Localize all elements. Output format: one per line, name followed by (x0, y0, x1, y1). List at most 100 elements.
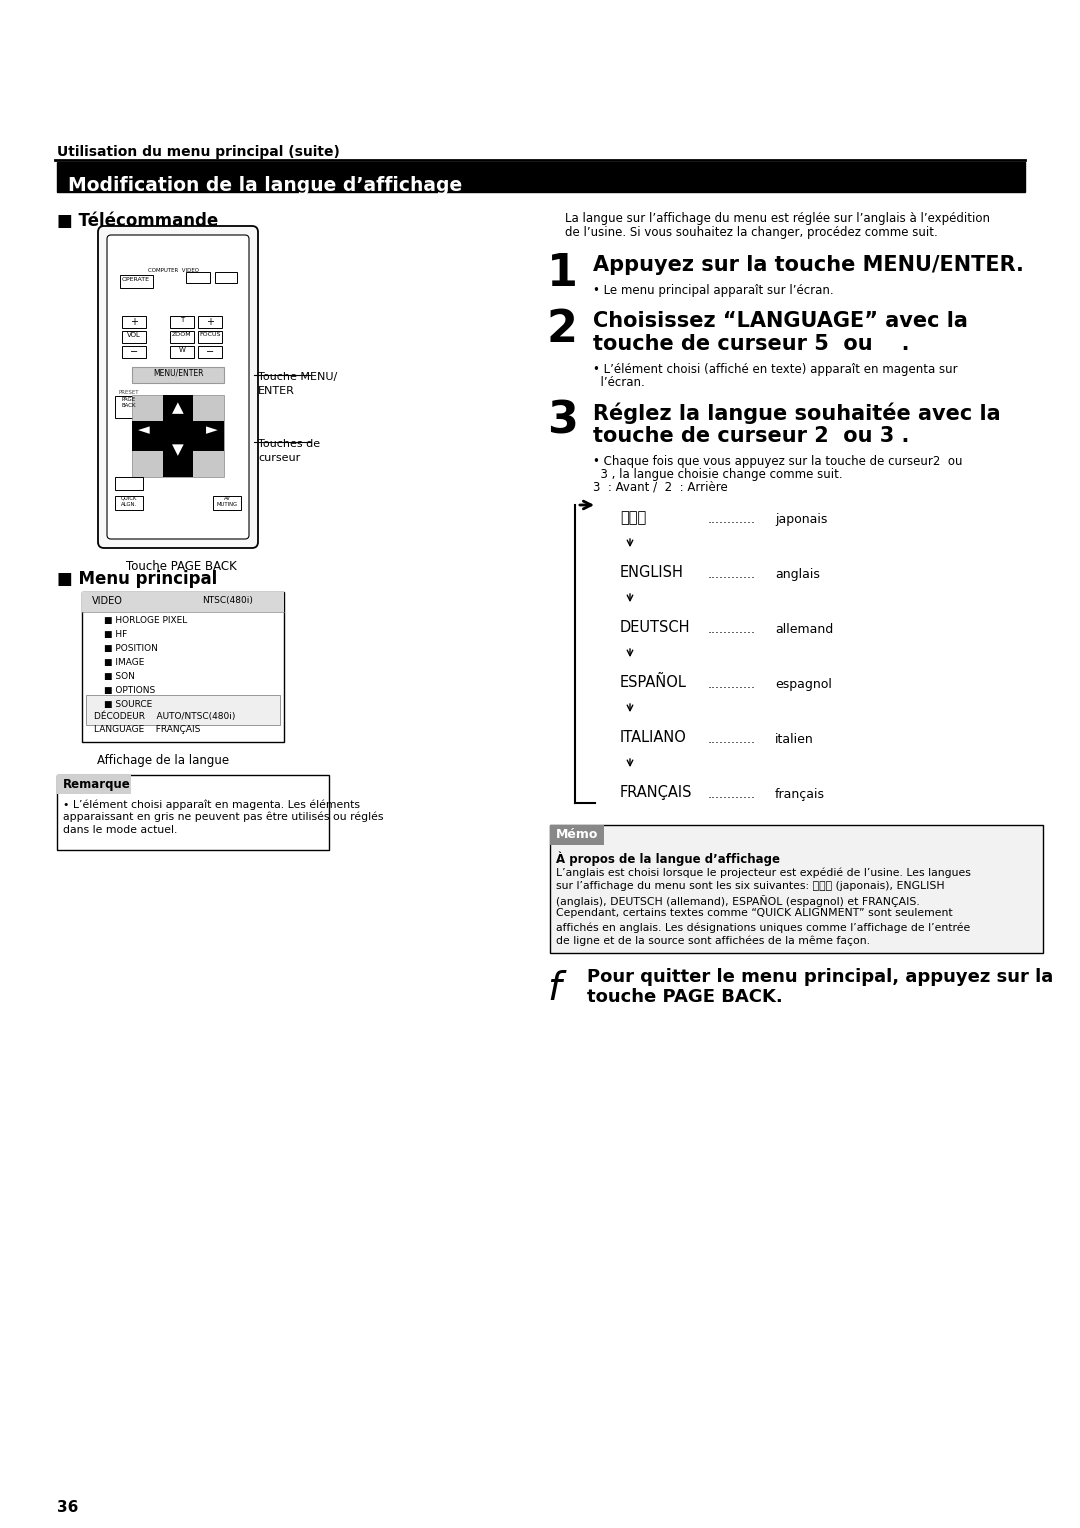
Text: Choisissez “LANGUAGE” avec la: Choisissez “LANGUAGE” avec la (593, 312, 968, 332)
Text: ............: ............ (708, 513, 756, 526)
Text: ............: ............ (708, 623, 756, 636)
Text: italien: italien (775, 733, 813, 746)
Text: ◄: ◄ (138, 422, 150, 437)
Text: ■ Menu principal: ■ Menu principal (57, 570, 217, 588)
Text: ■ SON: ■ SON (104, 672, 135, 681)
Text: Cependant, certains textes comme “QUICK ALIGNMENT” sont seulement: Cependant, certains textes comme “QUICK … (556, 909, 953, 918)
Text: ■ OPTIONS: ■ OPTIONS (104, 686, 156, 695)
Text: DÉCODEUR    AUTO/NTSC(480i): DÉCODEUR AUTO/NTSC(480i) (94, 712, 235, 721)
Text: ............: ............ (708, 788, 756, 801)
Text: Appuyez sur la touche MENU/ENTER.: Appuyez sur la touche MENU/ENTER. (593, 255, 1024, 275)
Text: ■ HF: ■ HF (104, 630, 127, 639)
Text: AV
MUTING: AV MUTING (216, 497, 238, 507)
Text: Pour quitter le menu principal, appuyez sur la: Pour quitter le menu principal, appuyez … (588, 969, 1053, 986)
Text: curseur: curseur (258, 452, 300, 463)
Text: À propos de la langue d’affichage: À propos de la langue d’affichage (556, 851, 780, 865)
Text: ENTER: ENTER (258, 387, 295, 396)
FancyBboxPatch shape (98, 226, 258, 549)
Text: −: − (206, 347, 214, 358)
Bar (198, 316, 222, 329)
Text: • L’élément choisi (affiché en texte) apparaît en magenta sur: • L’élément choisi (affiché en texte) ap… (593, 364, 958, 376)
Text: 3  : Avant /  2  : Arrière: 3 : Avant / 2 : Arrière (593, 481, 728, 494)
Bar (198, 345, 222, 358)
Text: ■ IMAGE: ■ IMAGE (104, 659, 145, 668)
Text: ▲: ▲ (172, 400, 184, 416)
Text: • Chaque fois que vous appuyez sur la touche de curseur2  ou: • Chaque fois que vous appuyez sur la to… (593, 455, 962, 468)
Text: touche PAGE BACK.: touche PAGE BACK. (588, 989, 783, 1005)
Bar (57, 775, 329, 850)
Text: Touches de: Touches de (258, 439, 320, 449)
Bar (550, 825, 1043, 953)
Text: (anglais), DEUTSCH (allemand), ESPAÑOL (espagnol) et FRANÇAIS.: (anglais), DEUTSCH (allemand), ESPAÑOL (… (556, 894, 920, 906)
Text: DEUTSCH: DEUTSCH (620, 620, 690, 636)
Text: de l’usine. Si vous souhaitez la changer, procédez comme suit.: de l’usine. Si vous souhaitez la changer… (565, 226, 937, 238)
Text: 36: 36 (57, 1500, 79, 1514)
Text: ............: ............ (708, 678, 756, 691)
Text: ▼: ▼ (172, 442, 184, 457)
FancyBboxPatch shape (107, 235, 249, 539)
Text: COMPUTER  VIDEO: COMPUTER VIDEO (148, 267, 199, 274)
Bar (213, 497, 241, 510)
Text: L’anglais est choisi lorsque le projecteur est expédié de l’usine. Les langues: L’anglais est choisi lorsque le projecte… (556, 866, 971, 877)
Text: ............: ............ (708, 568, 756, 581)
Text: 日本語: 日本語 (620, 510, 646, 526)
Bar (198, 332, 222, 342)
Text: ZOOM: ZOOM (172, 332, 192, 338)
Bar (132, 396, 224, 477)
Text: LANGUAGE    FRANÇAIS: LANGUAGE FRANÇAIS (94, 724, 201, 733)
Text: l’écran.: l’écran. (593, 376, 645, 390)
Text: QUICK
ALGN.: QUICK ALGN. (121, 497, 137, 507)
Text: MENU/ENTER: MENU/ENTER (152, 368, 203, 377)
Text: La langue sur l’affichage du menu est réglée sur l’anglais à l’expédition: La langue sur l’affichage du menu est ré… (565, 212, 990, 225)
Text: Remarque: Remarque (63, 778, 131, 792)
Bar (122, 345, 146, 358)
Text: espagnol: espagnol (775, 678, 832, 691)
Bar (114, 477, 143, 490)
Bar (57, 162, 1025, 193)
Text: Réglez la langue souhaitée avec la: Réglez la langue souhaitée avec la (593, 403, 1001, 425)
Bar (120, 275, 153, 287)
Bar (170, 345, 194, 358)
Bar (122, 332, 146, 342)
Text: 1: 1 (546, 252, 578, 295)
Text: anglais: anglais (775, 568, 820, 581)
Bar (132, 422, 224, 451)
Text: T: T (180, 316, 184, 322)
Bar (57, 775, 131, 795)
Bar (186, 272, 210, 283)
Text: ■ SOURCE: ■ SOURCE (104, 700, 152, 709)
Text: ESPAÑOL: ESPAÑOL (620, 675, 687, 691)
Bar (114, 497, 143, 510)
Text: ............: ............ (708, 733, 756, 746)
Text: FOCUS: FOCUS (200, 332, 220, 338)
Text: VIDEO: VIDEO (92, 596, 123, 607)
Text: dans le mode actuel.: dans le mode actuel. (63, 825, 177, 834)
Text: sur l’affichage du menu sont les six suivantes: 日本語 (japonais), ENGLISH: sur l’affichage du menu sont les six sui… (556, 880, 945, 891)
Text: français: français (775, 788, 825, 801)
Text: allemand: allemand (775, 623, 834, 636)
Text: OPERATE: OPERATE (122, 277, 150, 283)
Bar (215, 272, 237, 283)
Text: f: f (546, 970, 561, 1008)
Text: ■ POSITION: ■ POSITION (104, 643, 158, 652)
Text: touche de curseur 5  ou    .: touche de curseur 5 ou . (593, 335, 909, 354)
Text: NTSC(480i): NTSC(480i) (202, 596, 253, 605)
Text: apparaissant en gris ne peuvent pas être utilisés ou réglés: apparaissant en gris ne peuvent pas être… (63, 811, 383, 822)
Bar (82, 591, 284, 613)
Text: W: W (178, 347, 186, 353)
Bar (163, 396, 193, 477)
Bar (170, 316, 194, 329)
Text: • Le menu principal apparaît sur l’écran.: • Le menu principal apparaît sur l’écran… (593, 284, 834, 296)
Text: Mémo: Mémo (556, 828, 598, 840)
Bar (132, 367, 224, 384)
Bar (86, 695, 280, 724)
Bar (550, 825, 604, 845)
Text: ITALIANO: ITALIANO (620, 730, 687, 746)
Text: Touche MENU/: Touche MENU/ (258, 371, 337, 382)
Text: ■ Télécommande: ■ Télécommande (57, 212, 218, 231)
Text: −: − (130, 347, 138, 358)
Text: affichés en anglais. Les désignations uniques comme l’affichage de l’entrée: affichés en anglais. Les désignations un… (556, 923, 970, 932)
Text: ■ HORLOGE PIXEL: ■ HORLOGE PIXEL (104, 616, 187, 625)
Text: Touche PAGE BACK: Touche PAGE BACK (126, 559, 237, 573)
Text: +: + (130, 316, 138, 327)
